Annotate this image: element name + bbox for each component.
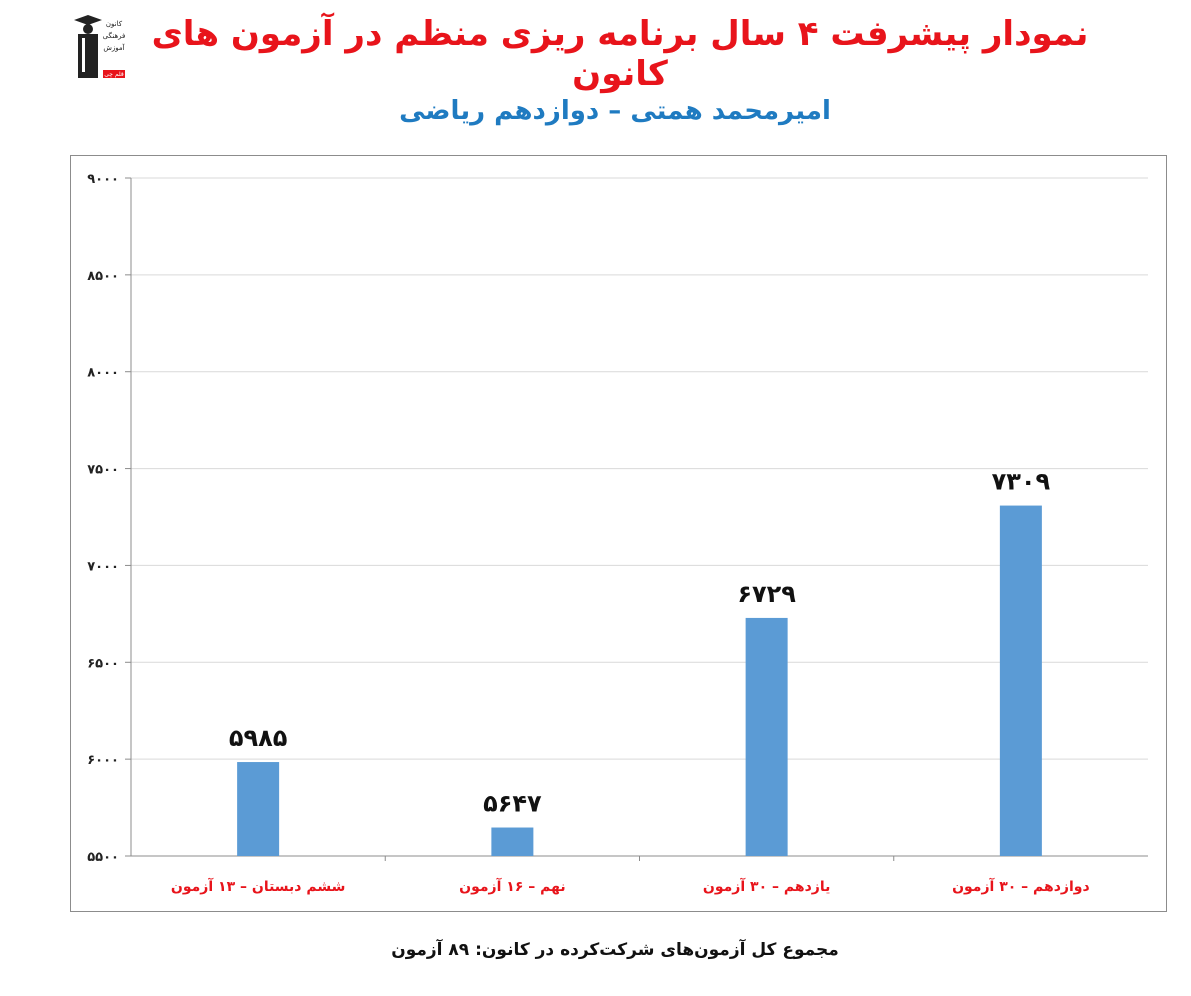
bar	[745, 617, 788, 856]
svg-text:فرهنگی: فرهنگی	[103, 31, 126, 40]
y-tick-label: ۹۰۰۰	[87, 172, 119, 187]
bar	[491, 827, 534, 856]
y-tick-label: ۶۵۰۰	[87, 656, 119, 671]
page-subtitle: امیرمحمد همتی – دوازدهم ریاضی	[399, 96, 831, 126]
category-label: ششم دبستان – ۱۳ آزمون	[171, 877, 345, 895]
category-label: نهم – ۱۶ آزمون	[459, 877, 565, 895]
category-label: یازدهم – ۳۰ آزمون	[703, 877, 830, 895]
svg-text:قلم چی: قلم چی	[104, 71, 124, 78]
data-label: ۵۶۴۷	[483, 790, 542, 818]
bar	[237, 762, 280, 856]
data-label: ۵۹۸۵	[229, 724, 288, 752]
y-tick-label: ۵۵۰۰	[87, 850, 119, 865]
svg-text:کانون: کانون	[106, 20, 123, 28]
bar-chart: ۵۵۰۰ ۶۰۰۰ ۶۵۰۰ ۷۰۰۰ ۷۵۰۰ ۸۰۰۰ ۸۵۰۰ ۹۰۰۰ ۵۹۸۵ ششم …	[87, 172, 1148, 895]
page-title: نمودار پیشرفت ۴ سال برنامه ریزی منظم در …	[151, 14, 1089, 94]
kanoon-logo: کانون فرهنگی آموزش قلم چی	[68, 12, 132, 82]
svg-text:آموزش: آموزش	[103, 43, 125, 52]
y-tick-label: ۸۰۰۰	[87, 366, 119, 381]
chart-area: ۵۵۰۰ ۶۰۰۰ ۶۵۰۰ ۷۰۰۰ ۷۵۰۰ ۸۰۰۰ ۸۵۰۰ ۹۰۰۰ ۵۹۸۵ ششم …	[70, 155, 1167, 912]
y-tick-label: ۸۵۰۰	[87, 269, 119, 284]
y-tick-label: ۷۵۰۰	[87, 463, 119, 478]
y-tick-label: ۷۰۰۰	[87, 559, 119, 574]
y-tick-label: ۶۰۰۰	[87, 753, 119, 768]
category-label: دوازدهم – ۳۰ آزمون	[952, 877, 1090, 895]
data-label: ۷۳۰۹	[992, 468, 1051, 496]
bar	[999, 505, 1042, 856]
total-exams-note: مجموع کل آزمون‌های شرکت‌کرده در کانون: ۸…	[391, 940, 839, 960]
data-label: ۶۷۲۹	[737, 580, 796, 608]
